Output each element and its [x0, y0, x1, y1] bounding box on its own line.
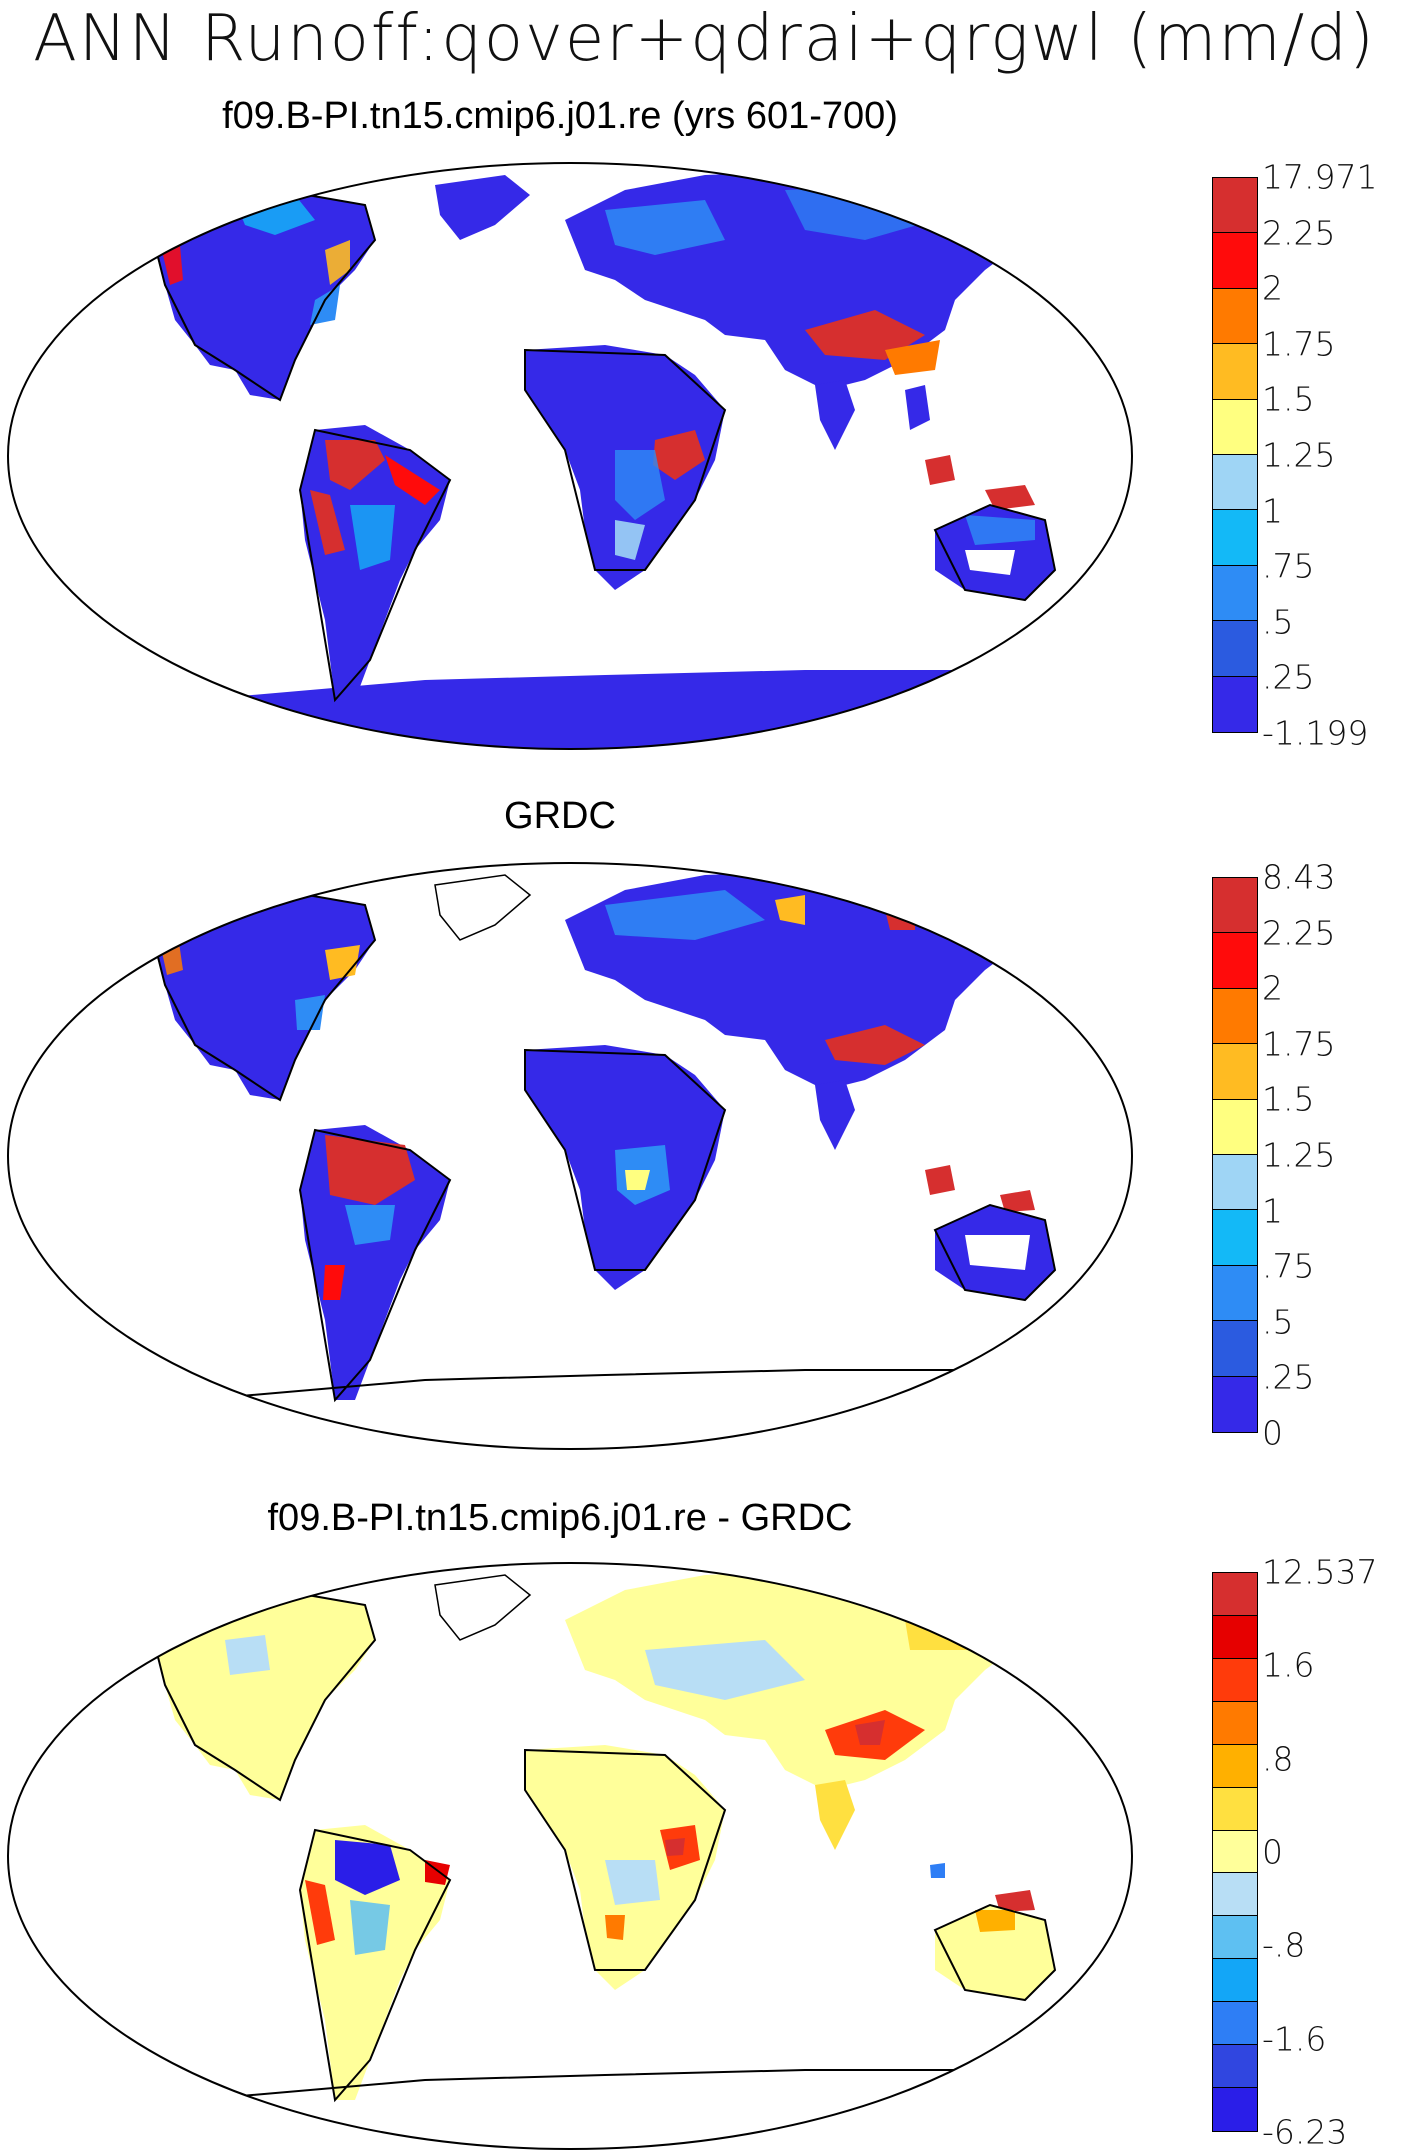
colorbar-swatch: [1213, 2088, 1257, 2131]
panel-title-diff: f09.B-PI.tn15.cmip6.j01.re - GRDC: [267, 1497, 853, 1539]
colorbar-swatch: [1213, 1744, 1257, 1788]
colorbar-tick-label: 2.25: [1262, 913, 1336, 953]
colorbar-tick-label: 0: [1262, 1832, 1283, 1872]
colorbar-tick-label: 1.75: [1262, 1024, 1336, 1064]
colorbar-labels-model: 17.971 2.25 2 1.75 1.5 1.25 1.75.5.25 -1.199: [1262, 158, 1409, 753]
colorbar-tick-label: .25: [1262, 657, 1315, 697]
colorbar-swatch: [1213, 454, 1257, 511]
colorbar-swatch: [1213, 1573, 1257, 1616]
colorbar-swatch: [1213, 233, 1257, 289]
colorbar-tick-label: 2: [1262, 968, 1283, 1008]
colorbar-tick-label: -1.199: [1262, 713, 1369, 753]
colorbar-swatch: [1213, 1376, 1257, 1432]
colorbar-swatch: [1213, 178, 1257, 234]
colorbar-tick-label: 1.6: [1262, 1645, 1315, 1685]
colorbar-swatch: [1213, 621, 1257, 677]
colorbar-swatch: [1213, 1701, 1257, 1745]
colorbar-obs: [1212, 877, 1258, 1433]
colorbar-swatch: [1213, 1615, 1257, 1659]
colorbar-tick-label: .8: [1262, 1739, 1294, 1779]
colorbar-tick-label: .5: [1262, 602, 1294, 642]
colorbar-swatch: [1213, 1044, 1257, 1100]
colorbar-swatch: [1213, 1830, 1257, 1874]
colorbar-tick-label: 1.75: [1262, 324, 1336, 364]
colorbar-swatch: [1213, 1265, 1257, 1322]
colorbar-swatch: [1213, 933, 1257, 989]
colorbar-tick-label: 1.5: [1262, 379, 1315, 419]
colorbar-swatch: [1213, 1787, 1257, 1831]
colorbar-swatch: [1213, 288, 1257, 345]
colorbar-tick-label: 8.43: [1262, 857, 1336, 897]
map-diff: [7, 1562, 1133, 2150]
colorbar-swatch: [1213, 1321, 1257, 1377]
map-obs: [7, 862, 1133, 1450]
colorbar-tick-label: -1.6: [1262, 2019, 1327, 2059]
land-australia: [935, 1905, 1055, 2000]
land-north-america: [145, 1585, 375, 1800]
colorbar-swatch: [1213, 1658, 1257, 1702]
colorbar-swatch: [1213, 676, 1257, 732]
land-north-america: [145, 885, 375, 1100]
land-north-america: [145, 185, 375, 400]
panel-title-obs: GRDC: [504, 795, 616, 837]
colorbar-tick-label: .75: [1262, 546, 1315, 586]
colorbar-tick-label: -6.23: [1262, 2112, 1348, 2152]
main-title: ANN Runoff:qover+qdrai+qrgwl (mm/d): [33, 2, 1376, 76]
colorbar-tick-label: 0: [1262, 1413, 1283, 1453]
colorbar-tick-label: 1.25: [1262, 435, 1336, 475]
colorbar-swatch: [1213, 510, 1257, 566]
colorbar-swatch: [1213, 344, 1257, 400]
colorbar-swatch: [1213, 2002, 1257, 2046]
colorbar-diff: [1212, 1572, 1258, 2132]
colorbar-tick-label: 12.537: [1262, 1552, 1378, 1592]
land-greenland: [435, 175, 530, 240]
land-south-america: [300, 1825, 450, 2100]
colorbar-tick-label: 2.25: [1262, 213, 1336, 253]
colorbar-swatch: [1213, 1210, 1257, 1266]
colorbar-swatch: [1213, 399, 1257, 455]
colorbar-tick-label: .5: [1262, 1302, 1294, 1342]
colorbar-swatch: [1213, 988, 1257, 1045]
colorbar-swatch: [1213, 1873, 1257, 1917]
panel-title-model: f09.B-PI.tn15.cmip6.j01.re (yrs 601-700): [222, 95, 898, 137]
colorbar-tick-label: 1.5: [1262, 1079, 1315, 1119]
colorbar-swatch: [1213, 565, 1257, 622]
colorbar-labels-diff: 12.537 1.6 .8 0 -.8 -1.6 -6.23: [1262, 1553, 1409, 2152]
colorbar-labels-obs: 8.43 2.25 2 1.75 1.5 1.25 1.75.5.25 0: [1262, 858, 1409, 1453]
colorbar-tick-label: .75: [1262, 1246, 1315, 1286]
colorbar-swatch: [1213, 1959, 1257, 2003]
colorbar-swatch: [1213, 1154, 1257, 1211]
colorbar-model: [1212, 177, 1258, 733]
colorbar-tick-label: .25: [1262, 1357, 1315, 1397]
colorbar-swatch: [1213, 1099, 1257, 1155]
colorbar-swatch: [1213, 878, 1257, 934]
colorbar-swatch: [1213, 2045, 1257, 2089]
colorbar-tick-label: 1: [1262, 1191, 1283, 1231]
colorbar-tick-label: 2: [1262, 268, 1283, 308]
colorbar-swatch: [1213, 1916, 1257, 1960]
colorbar-tick-label: 1: [1262, 491, 1283, 531]
colorbar-tick-label: -.8: [1262, 1925, 1306, 1965]
colorbar-tick-label: 1.25: [1262, 1135, 1336, 1175]
colorbar-tick-label: 17.971: [1262, 157, 1378, 197]
map-model: [7, 162, 1133, 750]
